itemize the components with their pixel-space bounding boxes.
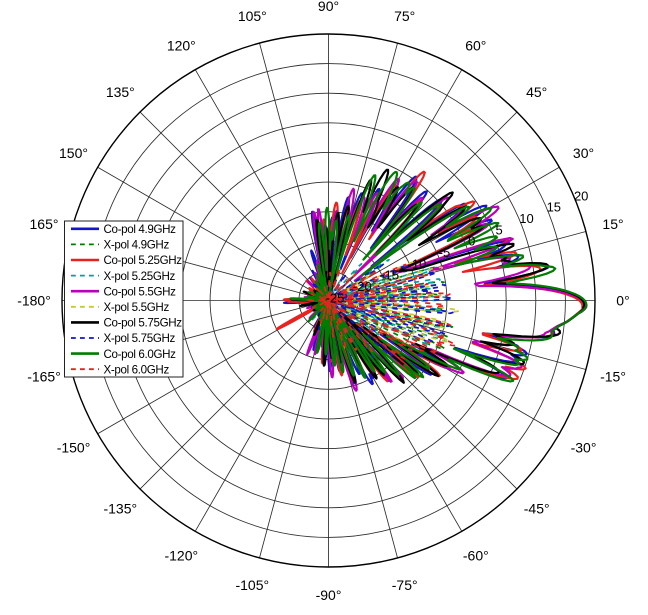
svg-text:Co-pol 5.5GHz: Co-pol 5.5GHz <box>104 285 177 298</box>
svg-text:X-pol 4.9GHz: X-pol 4.9GHz <box>104 239 170 252</box>
svg-text:-45°: -45° <box>524 501 550 517</box>
svg-text:20: 20 <box>574 188 588 203</box>
svg-text:165°: 165° <box>30 216 59 232</box>
svg-text:X-pol 5.5GHz: X-pol 5.5GHz <box>104 301 170 314</box>
svg-text:-30°: -30° <box>571 440 597 456</box>
svg-text:-90°: -90° <box>316 587 342 603</box>
svg-text:-60°: -60° <box>463 547 489 563</box>
svg-text:135°: 135° <box>106 84 135 100</box>
svg-text:-150°: -150° <box>57 440 91 456</box>
svg-text:75°: 75° <box>394 8 415 24</box>
svg-text:-105°: -105° <box>235 577 269 593</box>
svg-text:10: 10 <box>519 211 533 226</box>
svg-text:-15°: -15° <box>600 369 626 385</box>
svg-text:15: 15 <box>547 200 561 215</box>
svg-text:-120°: -120° <box>164 547 198 563</box>
svg-text:0: 0 <box>468 234 475 249</box>
svg-text:-20: -20 <box>353 279 372 294</box>
svg-text:-135°: -135° <box>103 501 137 517</box>
svg-text:0°: 0° <box>616 292 629 308</box>
svg-text:-165°: -165° <box>27 369 61 385</box>
svg-text:Co-pol 4.9GHz: Co-pol 4.9GHz <box>104 223 177 236</box>
svg-text:105°: 105° <box>238 8 267 24</box>
svg-text:-5: -5 <box>439 245 451 260</box>
svg-text:15°: 15° <box>602 216 623 232</box>
svg-text:Co-pol 5.75GHz: Co-pol 5.75GHz <box>104 317 183 330</box>
svg-text:90°: 90° <box>318 0 339 14</box>
svg-text:150°: 150° <box>59 145 88 161</box>
svg-text:60°: 60° <box>465 37 486 53</box>
svg-text:45°: 45° <box>526 84 547 100</box>
svg-text:Co-pol 6.0GHz: Co-pol 6.0GHz <box>104 348 177 361</box>
svg-text:5: 5 <box>495 222 502 237</box>
svg-text:Co-pol 5.25GHz: Co-pol 5.25GHz <box>104 254 183 267</box>
svg-text:120°: 120° <box>167 37 196 53</box>
svg-text:-15: -15 <box>380 268 399 283</box>
svg-text:-75°: -75° <box>392 577 418 593</box>
svg-text:30°: 30° <box>573 145 594 161</box>
svg-text:X-pol 5.25GHz: X-pol 5.25GHz <box>104 270 176 283</box>
svg-text:-180°: -180° <box>17 292 51 308</box>
svg-text:X-pol 6.0GHz: X-pol 6.0GHz <box>104 363 170 376</box>
svg-text:X-pol 5.75GHz: X-pol 5.75GHz <box>104 332 176 345</box>
svg-text:-25: -25 <box>326 290 345 305</box>
svg-text:-10: -10 <box>408 256 427 271</box>
